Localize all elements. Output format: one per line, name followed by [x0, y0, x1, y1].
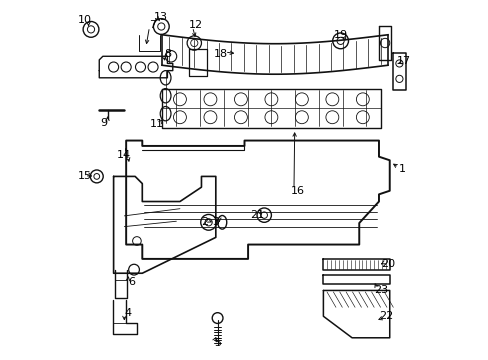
Text: 2: 2 [201, 217, 207, 227]
Text: 21: 21 [249, 210, 264, 220]
Text: 19: 19 [333, 30, 347, 40]
Text: 16: 16 [290, 186, 304, 196]
Text: 5: 5 [214, 338, 221, 348]
Text: 18: 18 [214, 49, 228, 59]
Text: 20: 20 [380, 259, 394, 269]
Text: 6: 6 [128, 277, 135, 287]
Text: 11: 11 [149, 120, 163, 129]
Text: 7: 7 [149, 20, 156, 30]
Text: 8: 8 [163, 49, 171, 59]
Text: 12: 12 [189, 20, 203, 30]
Text: 23: 23 [373, 285, 387, 296]
Text: 3: 3 [212, 217, 219, 227]
Text: 13: 13 [154, 12, 168, 22]
Text: 15: 15 [78, 171, 92, 181]
Text: 17: 17 [396, 56, 410, 66]
Text: 10: 10 [78, 15, 92, 26]
Text: 4: 4 [124, 308, 131, 318]
Text: 9: 9 [100, 118, 107, 128]
Text: 1: 1 [398, 164, 405, 174]
Text: 14: 14 [117, 150, 131, 160]
Text: 22: 22 [378, 311, 392, 321]
